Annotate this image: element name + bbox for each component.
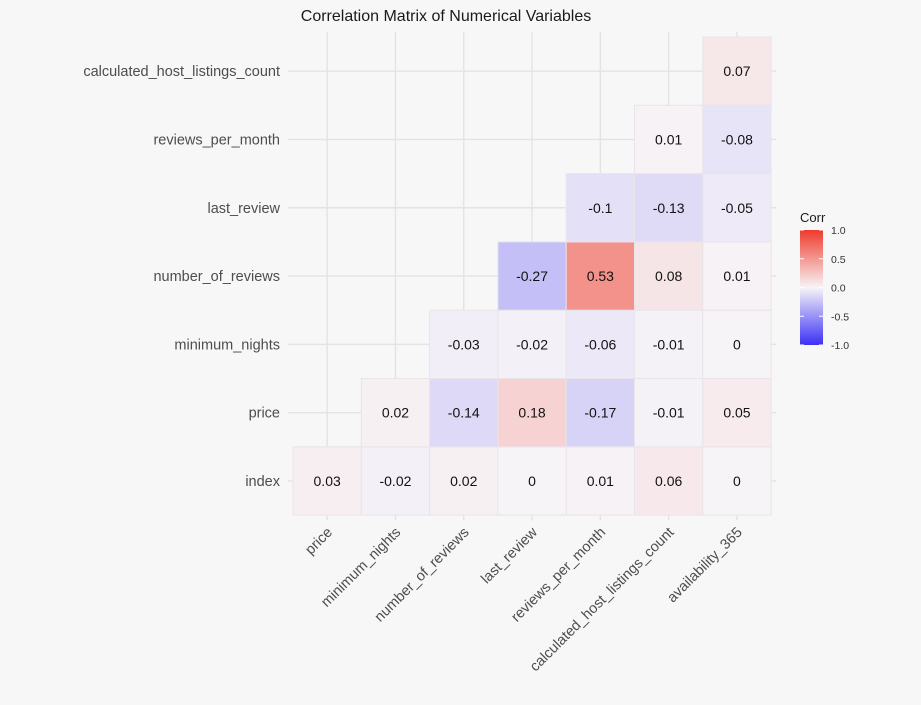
cell-label-price-last_review: 0.18 xyxy=(518,405,545,421)
legend-tick-label-4: -1.0 xyxy=(831,340,849,352)
cell-label-number_of_reviews-availability_365: 0.01 xyxy=(723,268,750,284)
y-tick-label-number_of_reviews: number_of_reviews xyxy=(153,269,280,285)
cell-label-price-availability_365: 0.05 xyxy=(723,405,750,421)
cell-label-minimum_nights-reviews_per_month: -0.06 xyxy=(584,336,616,352)
legend-tick-label-1: 0.5 xyxy=(831,254,846,266)
heatmap-cell-price-last_review xyxy=(497,378,567,448)
y-tick-label-minimum_nights: minimum_nights xyxy=(174,337,280,353)
heatmap-cell-minimum_nights-reviews_per_month xyxy=(565,309,636,380)
heatmap-cell-reviews_per_month-calculated_host_listings_count xyxy=(634,104,704,175)
heatmap-cell-minimum_nights-calculated_host_listings_count xyxy=(634,309,704,380)
y-tick-label-reviews_per_month: reviews_per_month xyxy=(153,132,280,148)
heatmap-cell-index-calculated_host_listings_count xyxy=(634,446,704,516)
cell-label-last_review-reviews_per_month: -0.1 xyxy=(588,200,612,216)
cell-label-number_of_reviews-last_review: -0.27 xyxy=(516,268,548,284)
cell-label-reviews_per_month-availability_365: -0.08 xyxy=(721,131,753,147)
cell-label-minimum_nights-calculated_host_listings_count: -0.01 xyxy=(653,336,685,352)
heatmap-cell-minimum_nights-number_of_reviews xyxy=(429,309,499,380)
cell-label-index-number_of_reviews: 0.02 xyxy=(450,473,477,489)
heatmap-cell-minimum_nights-availability_365 xyxy=(702,309,772,380)
cell-label-index-price: 0.03 xyxy=(314,473,341,489)
heatmap-cells xyxy=(292,36,772,516)
cell-label-price-minimum_nights: 0.02 xyxy=(382,405,409,421)
legend-ticks: 1.0 0.5 0.0 -0.5 -1.0 xyxy=(800,225,849,352)
legend-tick-label-3: -0.5 xyxy=(831,311,849,323)
cell-label-last_review-availability_365: -0.05 xyxy=(721,200,753,216)
cell-label-minimum_nights-number_of_reviews: -0.03 xyxy=(448,336,480,352)
heatmap-cell-index-availability_365 xyxy=(702,446,772,516)
heatmap-cell-minimum_nights-last_review xyxy=(497,309,567,380)
cell-label-index-minimum_nights: -0.02 xyxy=(379,473,411,489)
cell-label-index-availability_365: 0 xyxy=(733,473,741,489)
y-axis-tick-labels: index price minimum_nights number_of_review… xyxy=(83,64,280,490)
cell-label-minimum_nights-last_review: -0.02 xyxy=(516,336,548,352)
chart-title: Correlation Matrix of Numerical Variable… xyxy=(301,8,591,25)
y-tick-label-price: price xyxy=(249,406,280,422)
heatmap-cell-number_of_reviews-reviews_per_month xyxy=(565,241,636,311)
legend-title: Corr xyxy=(800,210,826,225)
legend-color-bar xyxy=(800,230,823,345)
cell-label-calculated_host_listings_count-availability_365: 0.07 xyxy=(723,63,750,79)
heatmap-cell-index-number_of_reviews xyxy=(429,446,499,516)
cell-labels: 0.03 -0.02 0.02 0 0.01 0.06 0 0.02 -0.14 0.18 -0.1… xyxy=(314,63,754,489)
heatmap-cell-price-availability_365 xyxy=(702,378,772,448)
cell-label-minimum_nights-availability_365: 0 xyxy=(733,336,741,352)
cell-label-number_of_reviews-reviews_per_month: 0.53 xyxy=(587,268,614,284)
cell-label-last_review-calculated_host_listings_count: -0.13 xyxy=(653,200,685,216)
heatmap-cell-price-number_of_reviews xyxy=(429,378,499,448)
heatmap-cell-last_review-availability_365 xyxy=(702,173,772,243)
cell-label-index-reviews_per_month: 0.01 xyxy=(587,473,614,489)
y-tick-label-last_review: last_review xyxy=(207,201,280,217)
heatmap-cell-price-minimum_nights xyxy=(360,378,431,448)
legend-tick-label-0: 1.0 xyxy=(831,225,846,237)
cell-label-number_of_reviews-calculated_host_listings_count: 0.08 xyxy=(655,268,682,284)
heatmap-cell-reviews_per_month-availability_365 xyxy=(702,104,772,175)
heatmap-cell-last_review-reviews_per_month xyxy=(565,173,636,243)
legend-tick-label-2: 0.0 xyxy=(831,283,846,295)
cell-label-reviews_per_month-calculated_host_listings_count: 0.01 xyxy=(655,131,682,147)
heatmap-cell-calculated_host_listings_count-availability_365 xyxy=(702,36,772,106)
cell-label-index-calculated_host_listings_count: 0.06 xyxy=(655,473,682,489)
heatmap-cell-price-calculated_host_listings_count xyxy=(634,378,704,448)
color-legend: Corr 1.0 0.5 0.0 -0.5 -1.0 xyxy=(800,210,849,352)
x-tick-label-calculated_host_listings_count: calculated_host_listings_count xyxy=(527,525,677,675)
x-tick-label-price: price xyxy=(302,525,336,559)
y-tick-label-calculated_host_listings_count: calculated_host_listings_count xyxy=(83,64,280,80)
y-tick-label-index: index xyxy=(245,474,280,490)
cell-label-price-calculated_host_listings_count: -0.01 xyxy=(653,405,685,421)
cell-label-price-reviews_per_month: -0.17 xyxy=(584,405,616,421)
x-tick-label-last_review: last_review xyxy=(478,524,541,587)
cell-label-price-number_of_reviews: -0.14 xyxy=(448,405,480,421)
heatmap-cell-last_review-calculated_host_listings_count xyxy=(634,173,704,243)
heatmap-cell-price-reviews_per_month xyxy=(565,378,636,448)
cell-label-index-last_review: 0 xyxy=(528,473,536,489)
